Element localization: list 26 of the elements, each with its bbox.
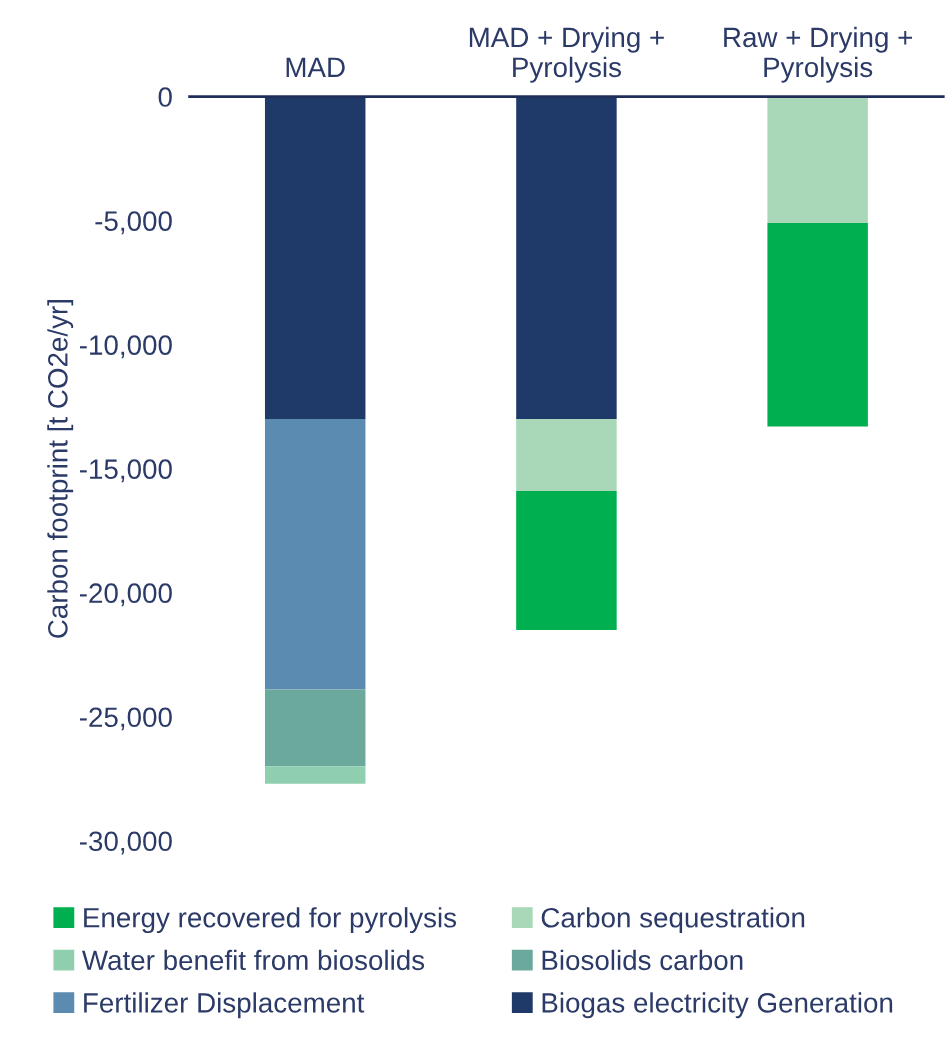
y-tick-label: -10,000 [79, 335, 172, 359]
bar [264, 689, 366, 767]
bar [767, 223, 868, 427]
x-tick-label: MAD [286, 57, 345, 77]
y-tick-label: -15,000 [79, 459, 172, 483]
legend-label: Biogas electricity Generation [542, 992, 893, 1019]
legend-label: Energy recovered for pyrolysis [84, 907, 457, 934]
legend-label: Biosolids carbon [542, 949, 743, 971]
bar [264, 419, 366, 690]
bar [264, 96, 366, 420]
x-tick-label: Raw + Drying + Pyrolysis [724, 26, 912, 83]
y-tick-label: -5,000 [95, 211, 172, 235]
bar [516, 419, 617, 491]
bar [516, 96, 617, 420]
legend-label: Carbon sequestration [541, 907, 805, 934]
bar [767, 96, 868, 224]
legend-label: Fertilizer Displacement [84, 992, 365, 1019]
bar [516, 490, 617, 630]
y-axis-title: Carbon footprint [t CO2e/yr] [47, 300, 74, 638]
y-tick-label: -25,000 [79, 707, 172, 731]
y-tick-label: -30,000 [79, 831, 172, 855]
y-tick-label: -20,000 [79, 583, 172, 607]
legend-label: Water benefit from biosolids [82, 949, 425, 971]
bar [264, 766, 366, 784]
y-tick-label: 0 [158, 87, 172, 107]
x-tick-label: MAD + Drying + Pyrolysis [469, 26, 664, 83]
